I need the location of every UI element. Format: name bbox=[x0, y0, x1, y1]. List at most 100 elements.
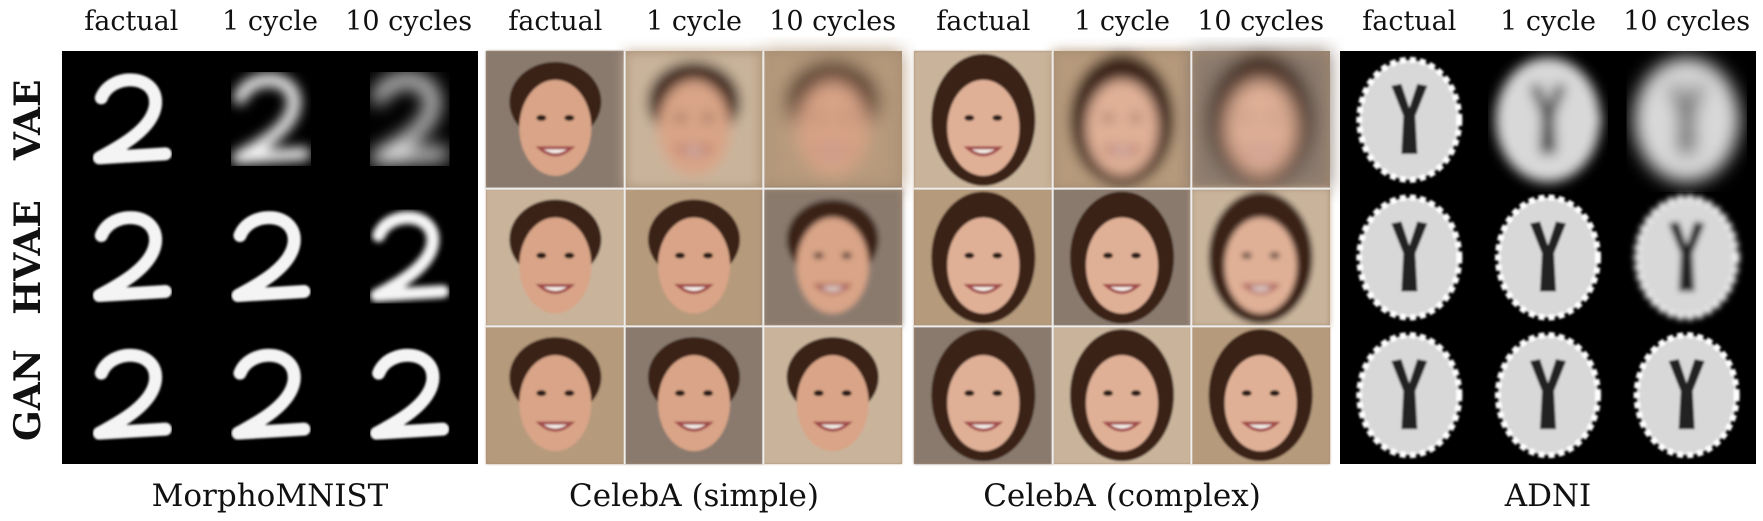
face bbox=[947, 355, 1020, 452]
image-cell bbox=[763, 51, 902, 189]
image-cell bbox=[914, 326, 1053, 464]
image-cell bbox=[1633, 194, 1740, 321]
eye bbox=[703, 252, 713, 259]
image-cell bbox=[1191, 326, 1330, 464]
eye bbox=[536, 114, 547, 121]
eye bbox=[1269, 390, 1280, 397]
eye bbox=[992, 390, 1003, 397]
image-cell bbox=[485, 188, 625, 327]
mouth bbox=[674, 284, 714, 294]
image-cell bbox=[1052, 51, 1192, 189]
eye bbox=[536, 390, 547, 397]
ventricle bbox=[1530, 359, 1566, 430]
eye bbox=[992, 252, 1003, 259]
mouth bbox=[1240, 284, 1281, 294]
ventricle bbox=[1530, 221, 1566, 292]
eye bbox=[813, 390, 824, 397]
eye bbox=[1103, 252, 1113, 259]
face bbox=[658, 217, 730, 314]
face bbox=[519, 217, 592, 314]
mouth bbox=[963, 421, 1004, 432]
digit bbox=[370, 211, 450, 302]
mouth bbox=[674, 421, 714, 432]
mouth bbox=[1240, 421, 1281, 432]
image-cell bbox=[914, 188, 1053, 327]
column-header: 1 cycle bbox=[1074, 6, 1170, 37]
face bbox=[796, 217, 869, 314]
cortex bbox=[1633, 194, 1740, 321]
image-cell bbox=[763, 188, 902, 327]
cortex bbox=[1633, 332, 1740, 459]
eye bbox=[964, 252, 975, 259]
eye bbox=[964, 390, 975, 397]
dataset-label: ADNI bbox=[1504, 478, 1592, 514]
dataset-label: CelebA (simple) bbox=[569, 478, 819, 514]
eye bbox=[841, 252, 852, 259]
cortex bbox=[1495, 194, 1601, 321]
dataset-label: CelebA (complex) bbox=[983, 478, 1261, 514]
image-cell bbox=[763, 326, 902, 464]
digit bbox=[231, 211, 311, 302]
mouth bbox=[963, 146, 1004, 157]
mouth bbox=[812, 421, 853, 432]
mouth bbox=[812, 284, 853, 294]
face bbox=[947, 217, 1020, 314]
eye bbox=[1131, 252, 1141, 259]
digit bbox=[231, 73, 311, 165]
image-cell bbox=[92, 73, 172, 165]
eye bbox=[1269, 114, 1280, 121]
digit bbox=[370, 73, 450, 165]
eye bbox=[1131, 114, 1141, 121]
image-cell bbox=[624, 51, 764, 189]
image-cell bbox=[1356, 332, 1463, 459]
column-header: factual bbox=[936, 6, 1030, 37]
digit bbox=[370, 348, 450, 440]
row-label: GAN bbox=[7, 349, 49, 441]
digit bbox=[92, 348, 172, 440]
column-header: 10 cycles bbox=[769, 6, 896, 37]
face bbox=[1086, 217, 1158, 314]
column-header: factual bbox=[508, 6, 602, 37]
image-cell bbox=[1633, 56, 1740, 183]
column-header: 10 cycles bbox=[1623, 6, 1750, 37]
face bbox=[1224, 355, 1297, 452]
digit bbox=[92, 73, 172, 165]
image-cell bbox=[1052, 188, 1192, 327]
face bbox=[796, 79, 869, 176]
digit bbox=[92, 211, 172, 302]
eye bbox=[675, 114, 685, 121]
row-label: HVAE bbox=[7, 200, 49, 315]
eye bbox=[564, 252, 575, 259]
column-header: 10 cycles bbox=[1197, 6, 1324, 37]
eye bbox=[536, 252, 547, 259]
face bbox=[519, 79, 592, 176]
image-cell bbox=[1495, 332, 1601, 459]
mouth bbox=[1102, 146, 1142, 157]
ventricle bbox=[1391, 83, 1428, 154]
cortex bbox=[1495, 332, 1601, 459]
column-header: factual bbox=[84, 6, 178, 37]
image-cell bbox=[1495, 56, 1601, 183]
image-cell bbox=[1633, 332, 1740, 459]
eye bbox=[1103, 390, 1113, 397]
image-cell bbox=[914, 51, 1053, 189]
eye bbox=[703, 114, 713, 121]
eye bbox=[1241, 252, 1252, 259]
eye bbox=[1131, 390, 1141, 397]
eye bbox=[1103, 114, 1113, 121]
ventricle bbox=[1668, 221, 1705, 292]
column-header: 1 cycle bbox=[1500, 6, 1596, 37]
mouth bbox=[963, 284, 1004, 294]
face bbox=[1086, 355, 1158, 452]
row-label: VAE bbox=[7, 80, 49, 162]
eye bbox=[813, 252, 824, 259]
ventricle bbox=[1668, 359, 1705, 430]
column-header: 1 cycle bbox=[646, 6, 742, 37]
image-cell bbox=[624, 188, 764, 327]
image-cell bbox=[370, 73, 450, 165]
eye bbox=[564, 390, 575, 397]
image-cell bbox=[92, 348, 172, 440]
mouth bbox=[812, 146, 853, 157]
panel-bg bbox=[62, 51, 478, 464]
